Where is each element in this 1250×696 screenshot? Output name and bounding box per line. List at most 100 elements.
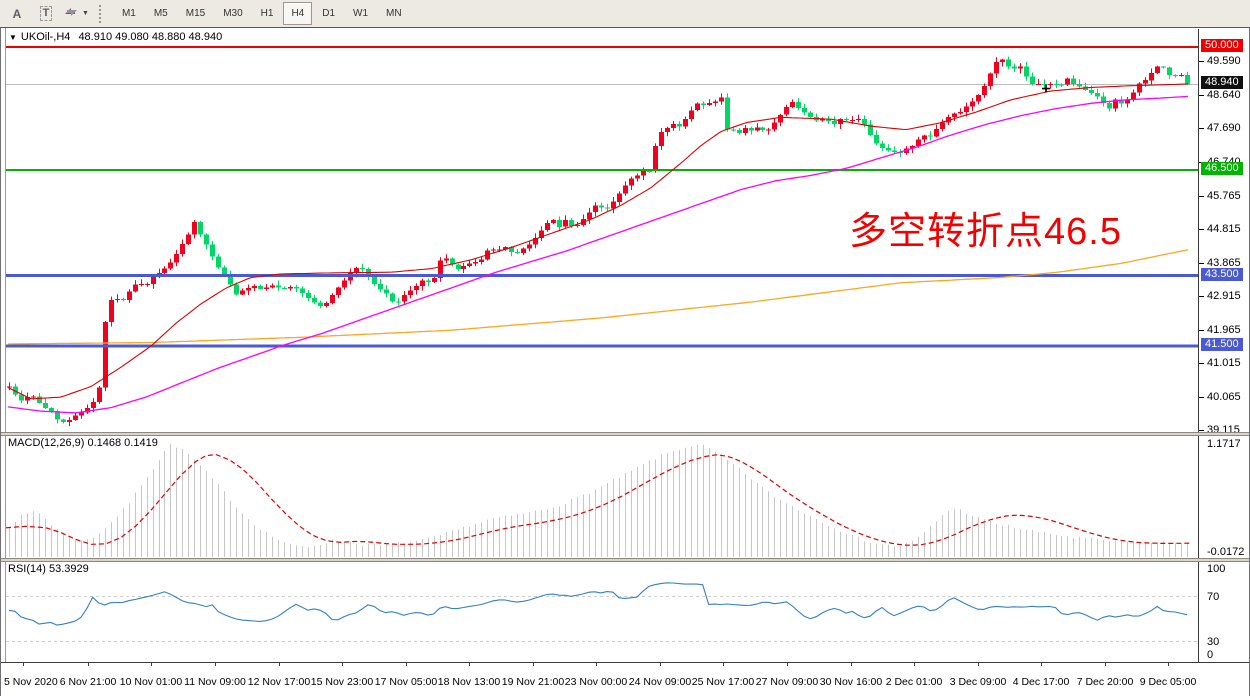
candle-body [1185, 75, 1190, 85]
candle-body [521, 248, 526, 253]
candle-body [796, 102, 801, 108]
candle-body [808, 112, 813, 117]
candle-body [7, 386, 12, 388]
candle-body [539, 230, 544, 239]
candle-body [629, 178, 634, 186]
candle-body [97, 387, 102, 402]
candle-body [802, 107, 807, 113]
candle-body [575, 224, 580, 227]
candle-body [671, 124, 676, 129]
candle-body [755, 127, 760, 131]
candle-body [1161, 66, 1166, 68]
candle-body [862, 118, 867, 125]
candle-body [180, 244, 185, 255]
ma-fast-line [7, 83, 1189, 400]
candle-body [509, 246, 514, 252]
timeframe-button-h1[interactable]: H1 [260, 8, 274, 19]
candle-body [210, 244, 215, 257]
candle-body [1012, 66, 1017, 69]
candle-body [1125, 100, 1130, 104]
candle-body [731, 129, 736, 131]
timeframe-button-h4[interactable]: H4 [283, 2, 313, 25]
candle-body [151, 275, 156, 284]
candle-body [605, 207, 610, 209]
arrows-tool-button[interactable]: ▼ [63, 4, 89, 24]
candle-body [162, 268, 167, 274]
text-tool-button[interactable]: T [34, 4, 58, 24]
candle-body [928, 135, 933, 137]
candle-body [1042, 83, 1047, 85]
candle-body [1006, 59, 1011, 67]
candle-body [461, 265, 466, 270]
candle-body [701, 103, 706, 105]
candle-body [246, 287, 251, 291]
candle-body [838, 119, 843, 125]
candle-body [497, 249, 502, 251]
candle-body [168, 262, 173, 269]
candle-body [874, 135, 879, 144]
candle-body [306, 292, 311, 298]
toolbar: A T ▼ M1 M5 M15 M30 H1 H4 D1 W1 MN [0, 0, 1250, 28]
candle-body [844, 119, 849, 121]
candle-body [593, 205, 598, 213]
toolbar-grip[interactable] [98, 4, 107, 23]
rsi-label: RSI(14) 53.3929 [8, 563, 89, 575]
candle-body [551, 220, 556, 223]
candle-body [450, 258, 455, 265]
candle-body [1089, 90, 1094, 94]
symbol-dropdown-icon[interactable]: ▼ [9, 32, 17, 42]
candle-body [1119, 99, 1124, 104]
candle-body [665, 128, 670, 132]
timeframe-button-m30[interactable]: M30 [223, 8, 243, 19]
timeframe-group: M1 M5 M15 M30 H1 H4 D1 W1 MN [113, 2, 411, 25]
candle-body [850, 119, 855, 121]
symbol-period-label: UKOil-,H4 [20, 31, 71, 43]
candle-body [444, 258, 449, 261]
candle-body [1131, 92, 1136, 101]
candle-body [766, 129, 771, 131]
candle-body [234, 284, 239, 295]
candle-body [1071, 78, 1076, 84]
rsi-line [8, 582, 1188, 626]
timeframe-button-w1[interactable]: W1 [353, 8, 369, 19]
macd-splitter[interactable] [1, 432, 1249, 436]
timeframe-button-m15[interactable]: M15 [185, 8, 206, 19]
candle-body [725, 97, 730, 130]
candle-body [384, 289, 389, 294]
candle-body [515, 251, 520, 253]
candle-body [324, 303, 329, 307]
candle-body [31, 396, 36, 398]
candle-body [617, 193, 622, 202]
candle-body [55, 410, 60, 420]
timeframe-button-mn[interactable]: MN [386, 8, 402, 19]
cross-marker[interactable] [1042, 84, 1050, 93]
candle-body [228, 275, 233, 285]
candle-body [67, 420, 72, 423]
candle-body [491, 249, 496, 251]
candle-body [503, 246, 508, 250]
candle-body [880, 143, 885, 148]
macd-name: MACD(12,26,9) [8, 437, 85, 449]
timeframe-button-m5[interactable]: M5 [153, 8, 168, 19]
candle-body [778, 114, 783, 123]
candle-body [408, 290, 413, 296]
rsi-splitter[interactable] [1, 558, 1249, 562]
candle-body [318, 302, 323, 307]
candle-body [886, 147, 891, 151]
label-tool-button[interactable]: A [5, 4, 29, 24]
chart-annotation-text[interactable]: 多空转折点46.5 [849, 211, 1122, 253]
candle-body [1000, 59, 1005, 62]
candle-body [25, 397, 30, 401]
candle-body [569, 220, 574, 226]
candle-body [964, 106, 969, 112]
candle-body [952, 113, 957, 118]
chart-canvas[interactable] [1, 28, 1249, 696]
candle-body [826, 119, 831, 121]
timeframe-button-m1[interactable]: M1 [121, 8, 136, 19]
timeframe-button-d1[interactable]: D1 [322, 8, 336, 19]
candle-body [1107, 103, 1112, 109]
candle-body [43, 402, 48, 408]
candle-body [288, 287, 293, 289]
candle-body [934, 128, 939, 137]
candle-body [103, 321, 108, 388]
